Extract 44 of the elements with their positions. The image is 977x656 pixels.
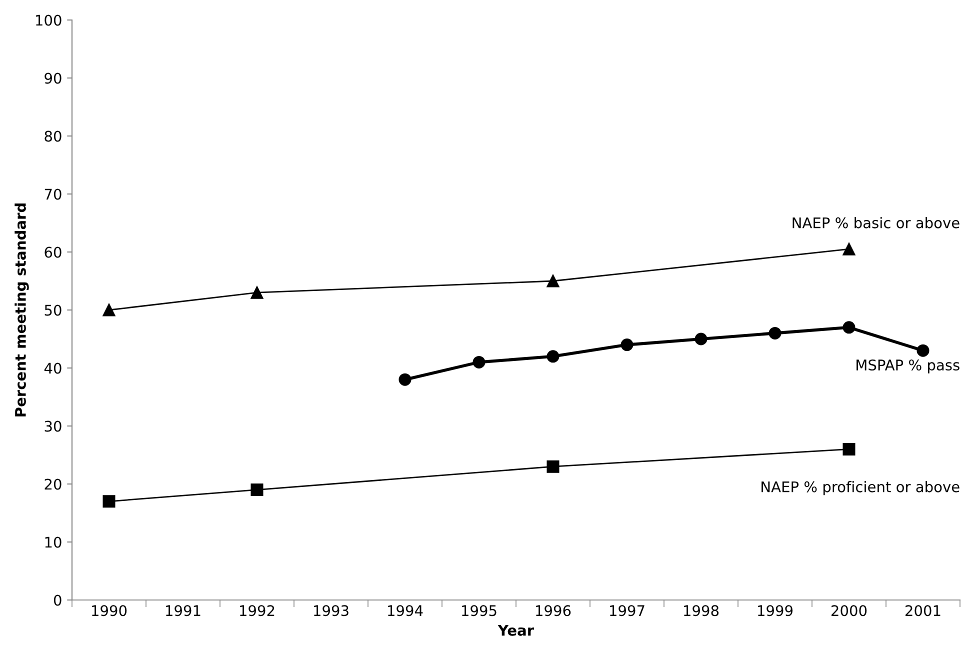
x-tick-label: 1993 (314, 605, 348, 616)
point (250, 286, 264, 299)
series-label: NAEP % proficient or above (762, 481, 960, 496)
point (842, 321, 856, 334)
y-tick-label: 100 (36, 14, 62, 26)
x-tick-label: 2000 (832, 605, 867, 616)
y-tick-label: 50 (44, 304, 62, 316)
y-tick-label: 80 (44, 130, 62, 142)
point (398, 373, 412, 386)
point (546, 350, 560, 363)
series-label: MSPAP % pass (856, 359, 960, 374)
point (472, 356, 486, 368)
point (546, 274, 560, 288)
y-tick-label: 90 (44, 72, 62, 84)
x-tick-label: 1991 (166, 605, 200, 616)
x-tick-label: 1997 (610, 605, 644, 616)
y-tick-label: 30 (44, 420, 62, 432)
y-tick-label: 40 (44, 362, 62, 374)
point (842, 442, 856, 456)
series-label: NAEP % basic or above (792, 217, 960, 228)
x-tick-label: 1994 (388, 605, 423, 616)
x-tick-label: 1998 (684, 605, 719, 616)
x-axis-title: Year (498, 624, 534, 636)
point (842, 242, 856, 256)
x-tick-label: 1992 (240, 605, 274, 616)
x-tick-label: 1990 (92, 605, 127, 616)
y-tick-label: 0 (54, 594, 62, 606)
point (546, 460, 560, 473)
y-tick-label: 10 (45, 536, 62, 548)
x-tick-label: 2001 (906, 605, 940, 616)
point (102, 304, 116, 316)
x-tick-label: 1999 (758, 605, 793, 616)
y-tick-label: 60 (44, 246, 62, 258)
x-tick-label: 1996 (536, 605, 571, 616)
y-tick-label: 70 (44, 188, 62, 200)
y-tick-label: 20 (44, 478, 62, 490)
point (102, 495, 116, 508)
point (620, 338, 634, 352)
point (694, 332, 708, 346)
point (768, 326, 782, 340)
point (916, 344, 930, 357)
x-tick-label: 1995 (462, 605, 496, 616)
point (250, 484, 264, 496)
y-axis-title: Percent meeting standard (14, 204, 29, 416)
